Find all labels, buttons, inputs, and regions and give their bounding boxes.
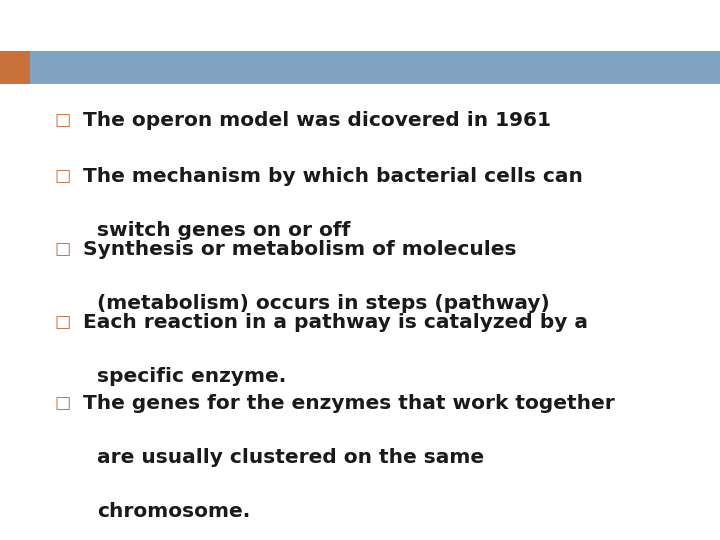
Text: The operon model was dicovered in 1961: The operon model was dicovered in 1961 bbox=[83, 111, 551, 130]
Text: switch genes on or off: switch genes on or off bbox=[97, 221, 351, 240]
Text: The mechanism by which bacterial cells can: The mechanism by which bacterial cells c… bbox=[83, 167, 582, 186]
Text: chromosome.: chromosome. bbox=[97, 502, 251, 521]
Text: □: □ bbox=[54, 111, 71, 129]
Text: are usually clustered on the same: are usually clustered on the same bbox=[97, 448, 485, 467]
Text: □: □ bbox=[54, 240, 71, 258]
Text: □: □ bbox=[54, 394, 71, 412]
Text: □: □ bbox=[54, 313, 71, 331]
Text: specific enzyme.: specific enzyme. bbox=[97, 367, 287, 386]
Text: (metabolism) occurs in steps (pathway): (metabolism) occurs in steps (pathway) bbox=[97, 294, 550, 313]
Text: Each reaction in a pathway is catalyzed by a: Each reaction in a pathway is catalyzed … bbox=[83, 313, 588, 332]
Text: □: □ bbox=[54, 167, 71, 185]
Bar bbox=[0, 51, 30, 84]
Bar bbox=[0, 51, 720, 84]
Text: The genes for the enzymes that work together: The genes for the enzymes that work toge… bbox=[83, 394, 615, 413]
Text: Synthesis or metabolism of molecules: Synthesis or metabolism of molecules bbox=[83, 240, 516, 259]
